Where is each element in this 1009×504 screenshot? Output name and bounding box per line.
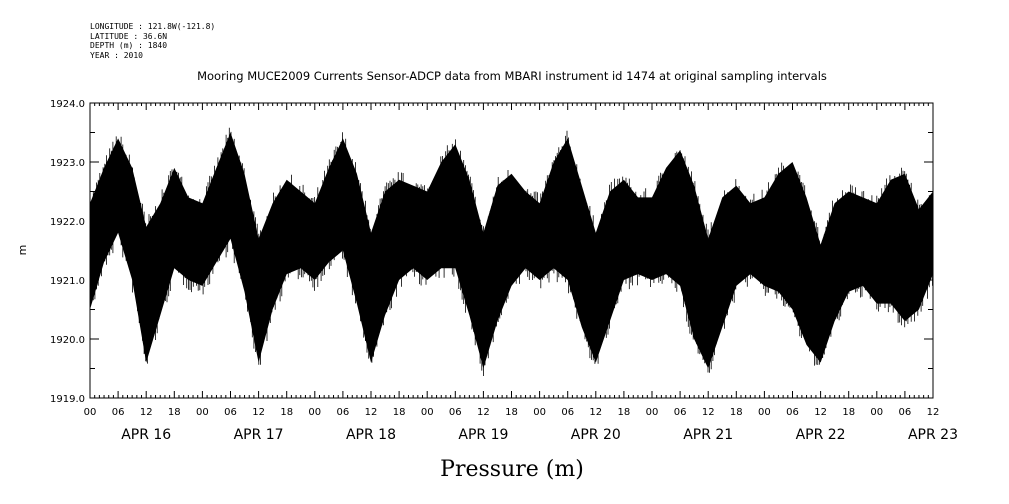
x-hour-label: 12 <box>927 407 940 418</box>
x-date-label: APR 17 <box>234 427 284 443</box>
metadata-depth: DEPTH (m) : 1840 <box>90 41 168 50</box>
x-hour-label: 00 <box>870 407 883 418</box>
x-hour-label: 18 <box>168 407 181 418</box>
x-hour-label: 12 <box>140 407 153 418</box>
x-axis: 00 06 12 18 00 06 12 18 00 06 12 18 00 06 12 18 00 06 12 18… <box>84 103 958 443</box>
x-hour-label: 12 <box>814 407 827 418</box>
y-tick-label: 1920.0 <box>50 335 85 346</box>
x-hour-label: 18 <box>393 407 406 418</box>
metadata-year: YEAR : 2010 <box>90 50 143 60</box>
x-hour-label: 12 <box>365 407 378 418</box>
x-hour-label: 06 <box>561 407 574 418</box>
y-axis-label: m <box>16 245 29 256</box>
x-date-label: APR 18 <box>346 427 396 443</box>
x-hour-label: 06 <box>337 407 350 418</box>
x-date-label: APR 20 <box>571 427 621 443</box>
y-tick-label: 1922.0 <box>50 217 85 228</box>
x-hour-label: 00 <box>308 407 321 418</box>
x-axis-label: Pressure (m) <box>440 457 584 482</box>
x-hour-label: 06 <box>899 407 912 418</box>
x-hour-label: 12 <box>477 407 490 418</box>
chart-title: Mooring MUCE2009 Currents Sensor-ADCP da… <box>197 69 827 83</box>
y-tick-label: 1919.0 <box>50 394 85 405</box>
x-date-label: APR 23 <box>908 427 958 443</box>
x-hour-label: 06 <box>224 407 237 418</box>
x-hour-label: 00 <box>758 407 771 418</box>
x-date-label: APR 16 <box>121 427 171 443</box>
metadata-header: LONGITUDE : 121.8W(-121.8) LATITUDE : 36… <box>90 22 215 60</box>
x-date-label: APR 22 <box>796 427 846 443</box>
metadata-longitude: LONGITUDE : 121.8W(-121.8) <box>90 22 216 31</box>
x-hour-label: 18 <box>280 407 293 418</box>
x-hour-label: 00 <box>646 407 659 418</box>
x-hour-label: 00 <box>84 407 97 418</box>
y-tick-label: 1921.0 <box>50 276 85 287</box>
x-hour-label: 00 <box>421 407 434 418</box>
x-hour-label: 06 <box>449 407 462 418</box>
y-tick-label: 1924.0 <box>50 99 85 110</box>
x-hour-label: 06 <box>112 407 125 418</box>
x-hour-label: 18 <box>730 407 743 418</box>
x-date-label: APR 21 <box>683 427 733 443</box>
x-hour-label: 12 <box>702 407 715 418</box>
x-date-label: APR 19 <box>458 427 508 443</box>
x-hour-label: 12 <box>589 407 602 418</box>
x-hour-label: 18 <box>505 407 518 418</box>
x-hour-label: 06 <box>786 407 799 418</box>
plot-area <box>89 102 934 399</box>
x-hour-label: 18 <box>618 407 631 418</box>
metadata-latitude: LATITUDE : 36.6N <box>90 31 168 41</box>
x-hour-label: 00 <box>533 407 546 418</box>
x-hour-label: 06 <box>674 407 687 418</box>
x-hour-label: 00 <box>196 407 209 418</box>
x-hour-label: 12 <box>252 407 265 418</box>
y-tick-label: 1923.0 <box>50 158 85 169</box>
x-hour-label: 18 <box>842 407 855 418</box>
